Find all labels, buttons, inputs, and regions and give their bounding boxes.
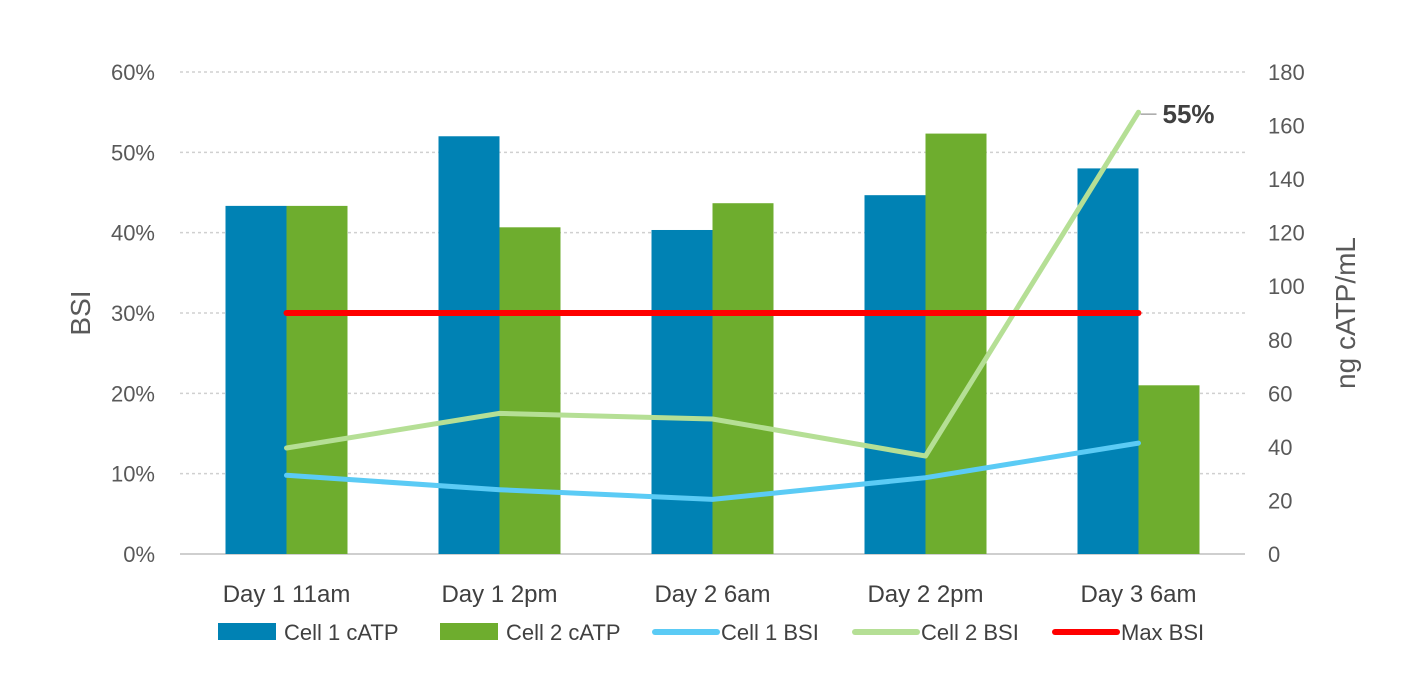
left-tick-label: 10% (111, 462, 155, 487)
category-label: Day 3 6am (1080, 581, 1196, 608)
right-tick-label: 40 (1268, 435, 1292, 460)
legend-label-max-bsi: Max BSI (1121, 620, 1204, 645)
bar-series (225, 133, 1200, 555)
legend-label-cell-1-catp: Cell 1 cATP (284, 620, 399, 645)
bar-cell-2-catp (712, 203, 774, 554)
legend-swatch-cell-2-catp (440, 623, 498, 640)
bar-cell-1-catp (864, 195, 926, 554)
right-tick-label: 180 (1268, 60, 1305, 85)
left-tick-label: 40% (111, 221, 155, 246)
right-tick-label: 120 (1268, 221, 1305, 246)
category-label: Day 1 2pm (441, 581, 557, 608)
left-tick-label: 0% (123, 542, 155, 567)
legend: Cell 1 cATP Cell 2 cATP Cell 1 BSI Cell 2 B… (218, 620, 1204, 645)
right-tick-label: 160 (1268, 114, 1305, 139)
right-tick-label: 100 (1268, 274, 1305, 299)
left-axis-title: BSI (65, 290, 96, 335)
right-tick-label: 140 (1268, 167, 1305, 192)
line-cell-1-bsi (284, 440, 1141, 502)
left-tick-label: 60% (111, 60, 155, 85)
right-tick-label: 20 (1268, 488, 1292, 513)
right-tick-label: 0 (1268, 542, 1280, 567)
line-series (283, 109, 1142, 502)
right-tick-label: 60 (1268, 381, 1292, 406)
bar-cell-2-catp (499, 227, 561, 555)
legend-swatch-cell-1-catp (218, 623, 276, 640)
legend-label-cell-2-bsi: Cell 2 BSI (921, 620, 1019, 645)
bar-cell-1-catp (1077, 168, 1139, 554)
category-axis-labels: Day 1 11am Day 1 2pm Day 2 6am Day 2 2pm Day… (223, 581, 1197, 608)
line-cell-2-bsi (284, 109, 1141, 459)
annotations: 55% (1140, 99, 1215, 129)
bar-cell-2-catp (925, 133, 987, 555)
bar-cell-2-catp (286, 205, 348, 554)
bar-cell-2-catp (1138, 385, 1200, 554)
left-tick-label: 50% (111, 140, 155, 165)
legend-label-cell-2-catp: Cell 2 cATP (506, 620, 621, 645)
category-label: Day 2 2pm (867, 581, 983, 608)
bar-cell-1-catp (651, 229, 713, 554)
right-axis-ticks: 0 20 40 60 80 100 120 140 160 180 (1268, 60, 1305, 567)
category-label: Day 2 6am (654, 581, 770, 608)
right-axis-title: ng cATP/mL (1330, 237, 1361, 389)
right-tick-label: 80 (1268, 328, 1292, 353)
annotation-label: 55% (1163, 99, 1215, 129)
left-axis-ticks: 0% 10% 20% 30% 40% 50% 60% (111, 60, 155, 567)
left-tick-label: 30% (111, 301, 155, 326)
bar-cell-1-catp (225, 205, 287, 554)
left-tick-label: 20% (111, 381, 155, 406)
legend-label-cell-1-bsi: Cell 1 BSI (721, 620, 819, 645)
category-label: Day 1 11am (223, 581, 351, 608)
